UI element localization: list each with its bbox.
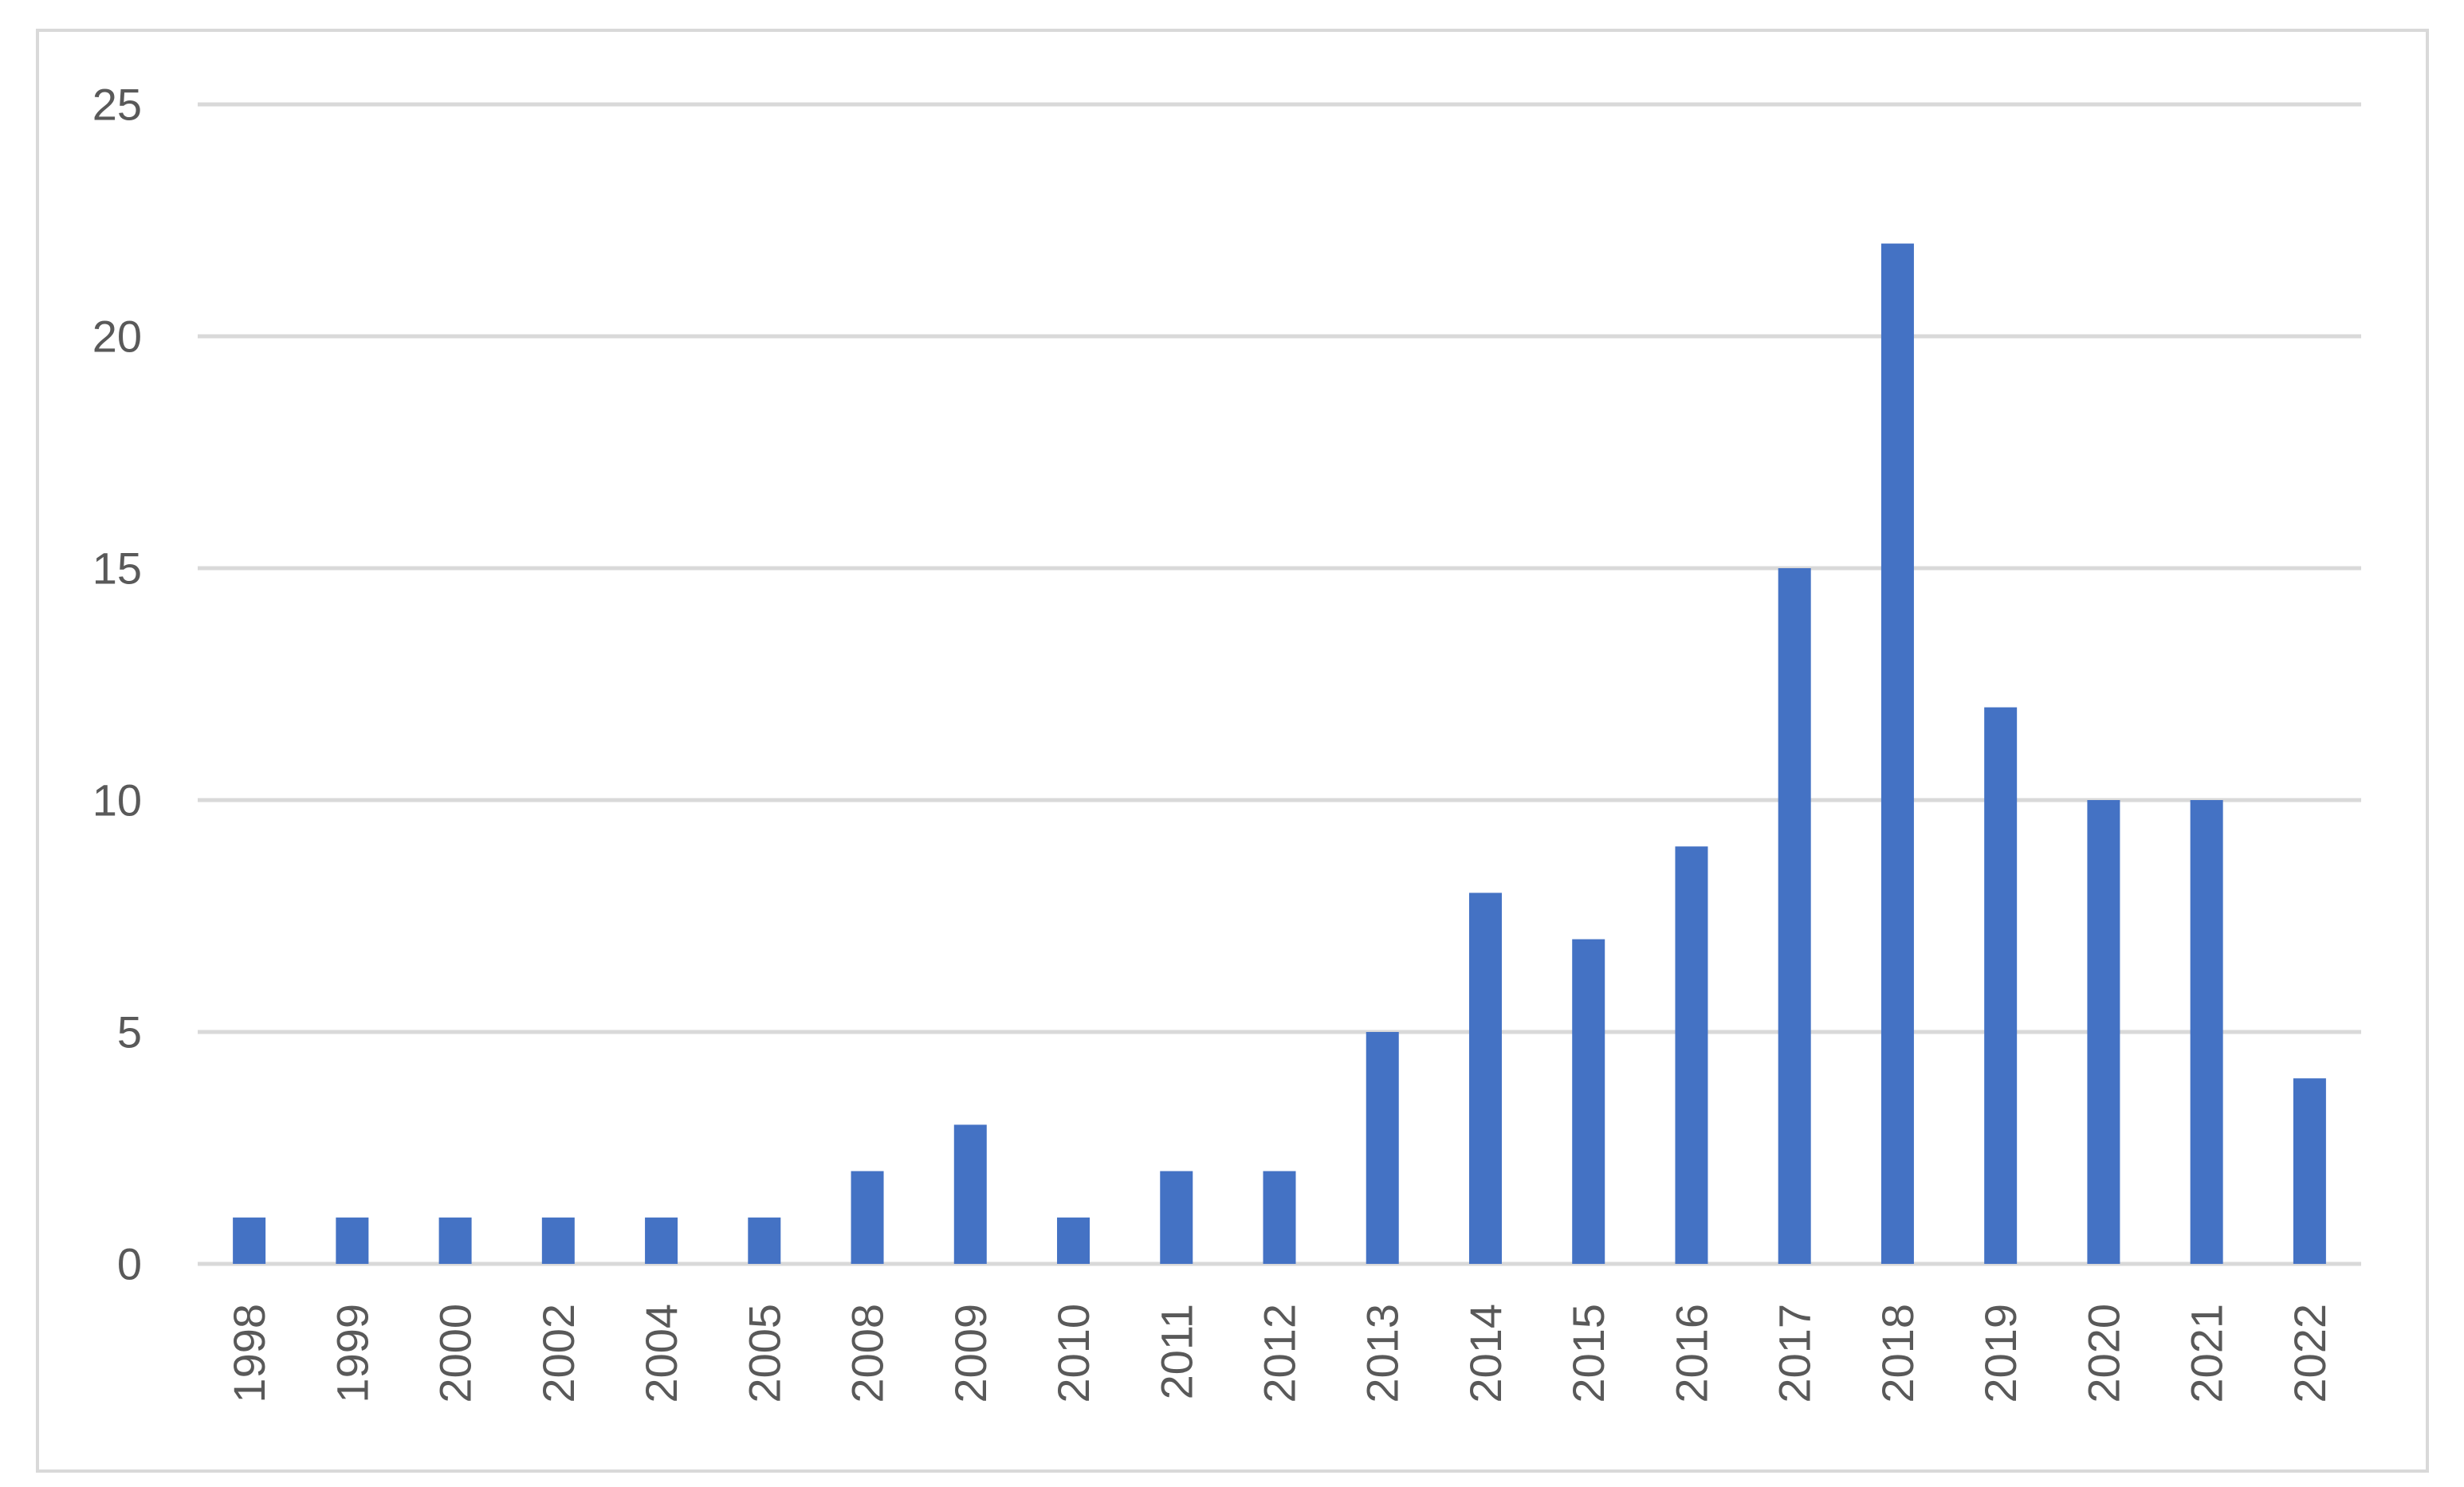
bar-2018	[1880, 243, 1914, 1265]
y-tick-label: 10	[92, 775, 142, 826]
x-tick-label: 1998	[224, 1304, 274, 1403]
bar-2012	[1263, 1171, 1296, 1264]
x-tick-label: 2022	[2285, 1304, 2335, 1403]
y-tick-label: 15	[92, 543, 142, 594]
bar-2004	[645, 1217, 678, 1264]
x-tick-label: 2019	[1975, 1304, 2026, 1403]
x-tick-label: 2005	[739, 1304, 789, 1403]
bar-2016	[1675, 846, 1708, 1264]
x-tick-label: 2002	[533, 1304, 584, 1403]
x-tick-label: 2004	[636, 1304, 686, 1403]
bar-2005	[748, 1217, 781, 1264]
x-tick-label: 2015	[1563, 1304, 1613, 1403]
y-tick-label: 20	[92, 312, 142, 362]
x-tick-label: 2014	[1460, 1304, 1511, 1403]
x-tick-label: 2013	[1358, 1304, 1408, 1403]
bar-2014	[1468, 893, 1502, 1264]
x-tick-label: 1999	[327, 1304, 377, 1403]
x-axis-tick-labels: 1998 1999 2000 2002 2004 2005 2008 2009 2010 2011…	[224, 1304, 2335, 1403]
bar-2002	[541, 1217, 575, 1264]
x-tick-label: 2010	[1048, 1304, 1098, 1403]
bar-2013	[1366, 1032, 1399, 1264]
bar-2021	[2190, 800, 2223, 1264]
bar-2000	[438, 1217, 472, 1264]
bar-2017	[1778, 568, 1811, 1264]
bar-2015	[1572, 939, 1605, 1264]
x-tick-label: 2016	[1666, 1304, 1716, 1403]
bar-2020	[2087, 800, 2120, 1264]
x-tick-label: 2000	[430, 1304, 481, 1403]
bar-2009	[953, 1124, 987, 1264]
y-tick-label: 0	[117, 1239, 142, 1289]
x-tick-label: 2020	[2078, 1304, 2128, 1403]
x-tick-label: 2009	[945, 1304, 996, 1403]
x-tick-label: 2011	[1151, 1304, 1201, 1399]
x-tick-label: 2021	[2182, 1304, 2232, 1403]
x-tick-label: 2012	[1255, 1304, 1305, 1403]
bar-2019	[1984, 707, 2018, 1264]
y-axis-tick-labels: 0 5 10 15 20 25	[92, 80, 142, 1289]
bar-1998	[233, 1217, 266, 1264]
x-tick-label: 2008	[843, 1304, 893, 1403]
x-tick-label: 2017	[1770, 1304, 1820, 1403]
bar-2010	[1057, 1217, 1091, 1264]
bar-1999	[336, 1217, 369, 1264]
bar-2008	[851, 1171, 884, 1264]
x-tick-label: 2018	[1873, 1304, 1923, 1403]
bar-2022	[2293, 1078, 2326, 1264]
y-tick-label: 5	[117, 1007, 142, 1057]
bars	[233, 243, 2326, 1265]
bar-2011	[1160, 1171, 1193, 1264]
chart-border	[36, 29, 2429, 1473]
y-tick-label: 25	[92, 80, 142, 130]
